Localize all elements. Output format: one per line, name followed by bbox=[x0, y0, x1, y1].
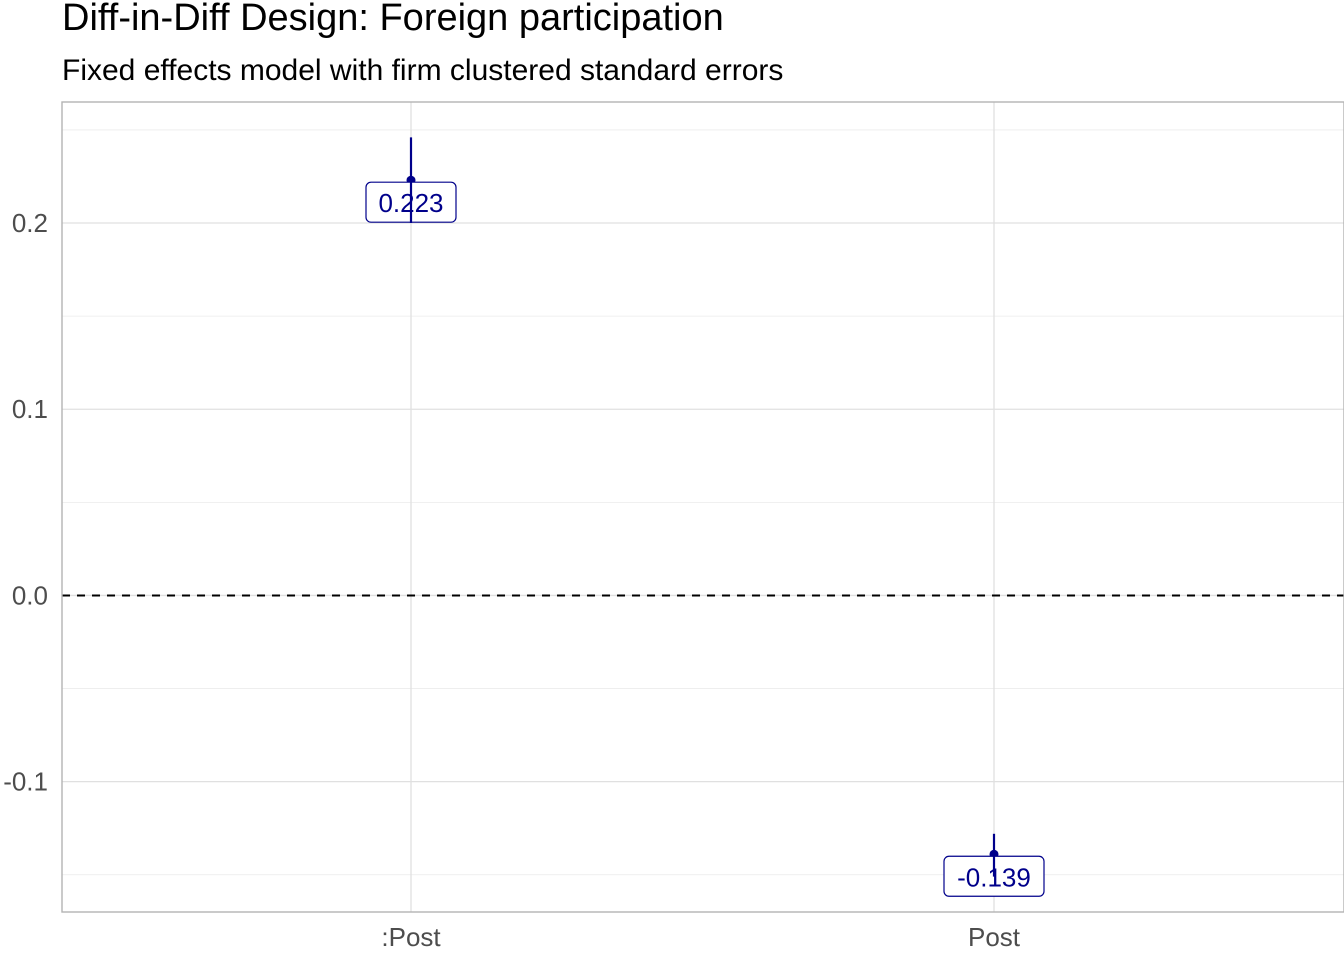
data-marks: 0.223-0.139 bbox=[365, 137, 1045, 897]
panel-border bbox=[61, 101, 1344, 913]
y-tick-label: 0.2 bbox=[12, 208, 48, 238]
chart-title: Diff-in-Diff Design: Foreign participati… bbox=[62, 0, 724, 39]
x-tick-label: Post bbox=[968, 922, 1021, 952]
chart-subtitle: Fixed effects model with firm clustered … bbox=[62, 54, 783, 87]
x-tick-label: :Post bbox=[381, 922, 441, 952]
y-tick-label: 0.1 bbox=[12, 394, 48, 424]
y-tick-label: -0.1 bbox=[3, 767, 48, 797]
axes: -0.1 0.0 0.1 0.2 :Post Post bbox=[3, 208, 1021, 952]
grid bbox=[62, 102, 1344, 912]
y-tick-label: 0.0 bbox=[12, 580, 48, 610]
